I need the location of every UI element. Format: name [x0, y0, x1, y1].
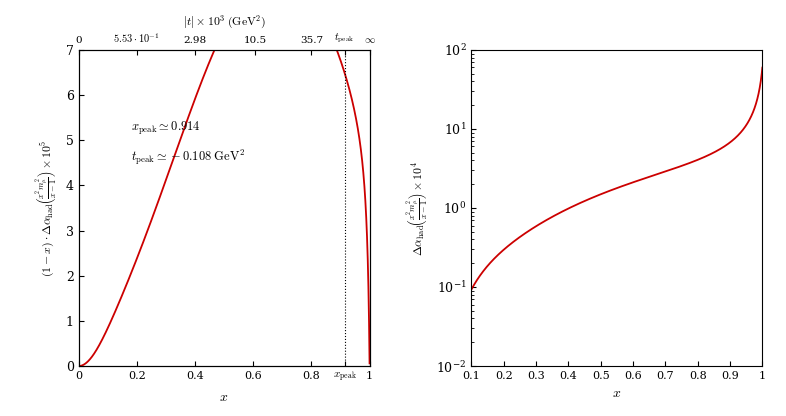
Text: $x_{\rm peak} \simeq 0.914$: $x_{\rm peak} \simeq 0.914$ [131, 120, 200, 137]
X-axis label: $|t| \times 10^3\; ({\rm GeV}^2)$: $|t| \times 10^3\; ({\rm GeV}^2)$ [182, 14, 266, 32]
Y-axis label: $\Delta\alpha_{\rm had}\!\left(\frac{x^2 m_\mu^2}{x-1}\right) \times 10^4$: $\Delta\alpha_{\rm had}\!\left(\frac{x^2… [406, 161, 431, 255]
Y-axis label: $(1-x) \cdot \Delta\alpha_{\rm had}\!\left(\frac{x^2 m_\mu^2}{x-1}\right) \times: $(1-x) \cdot \Delta\alpha_{\rm had}\!\le… [35, 139, 61, 277]
X-axis label: $x$: $x$ [219, 390, 229, 404]
Text: $t_{\rm peak} \simeq -0.108\; {\rm GeV}^2$: $t_{\rm peak} \simeq -0.108\; {\rm GeV}^… [131, 148, 245, 167]
X-axis label: $x$: $x$ [612, 386, 622, 401]
